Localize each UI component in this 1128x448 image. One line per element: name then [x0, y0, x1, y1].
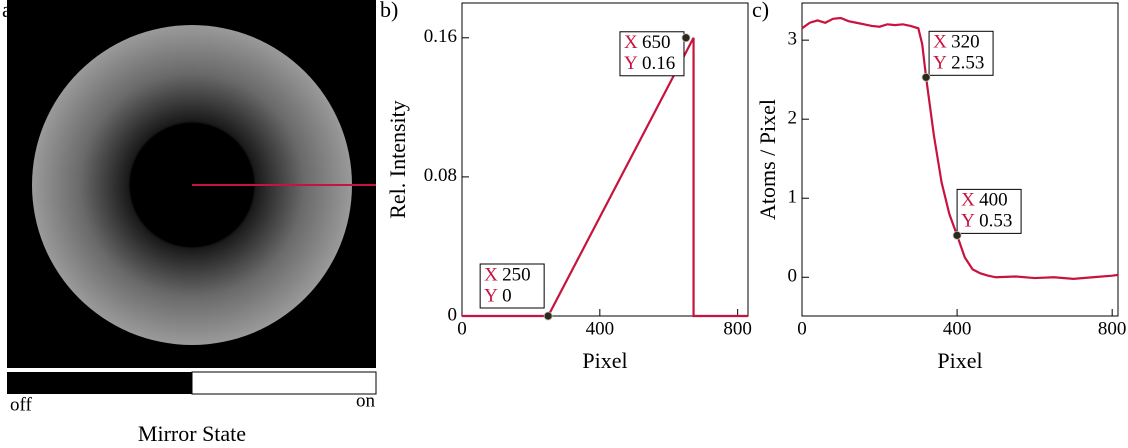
- y-tick-label: 0: [448, 304, 458, 325]
- x-tick-label: 800: [723, 318, 752, 339]
- annotation-marker: [953, 231, 961, 239]
- annotation-y-key: Y: [624, 53, 638, 74]
- panel-label: a): [2, 0, 19, 22]
- panel-label: b): [380, 0, 398, 22]
- x-axis-label: Pixel: [937, 348, 982, 373]
- annotation-x-key: X: [961, 190, 975, 211]
- annotation-x-key: X: [933, 32, 947, 53]
- annotation-y-value: 0.16: [642, 53, 675, 74]
- annotation-marker: [922, 73, 930, 81]
- on-label: on: [356, 390, 376, 411]
- x-tick-label: 400: [943, 318, 972, 339]
- y-tick-label: 2: [788, 108, 798, 129]
- bar-title: Mirror State: [138, 421, 246, 446]
- x-tick-label: 0: [797, 318, 807, 339]
- y-tick-label: 0.16: [424, 26, 457, 47]
- x-axis-label: Pixel: [582, 348, 627, 373]
- annotation-x-value: 400: [979, 190, 1008, 211]
- annotation-y-key: Y: [961, 211, 975, 232]
- annotation-y-key: Y: [933, 53, 947, 74]
- figure: a) off on Mirror State b) Pixel Rel. Inten…: [0, 0, 1128, 448]
- mirror-off-bar: [7, 372, 192, 394]
- y-axis-label: Atoms / Pixel: [755, 99, 780, 220]
- x-tick-label: 0: [457, 318, 467, 339]
- mirror-on-bar: [192, 372, 376, 394]
- off-label: off: [10, 394, 32, 415]
- y-tick-label: 1: [788, 187, 798, 208]
- annotation-y-value: 0: [502, 285, 512, 306]
- annotation-y-value: 2.53: [951, 53, 984, 74]
- y-tick-label: 3: [788, 29, 798, 50]
- annotation-x-value: 650: [642, 32, 671, 53]
- annotation-y-value: 0.53: [979, 211, 1012, 232]
- annotation-x-key: X: [484, 264, 498, 285]
- annotation-x-key: X: [624, 32, 638, 53]
- x-tick-label: 400: [586, 318, 615, 339]
- y-tick-label: 0.08: [424, 165, 457, 186]
- annotation-marker: [682, 34, 690, 42]
- x-tick-label: 800: [1098, 318, 1127, 339]
- annotation-y-key: Y: [484, 285, 498, 306]
- y-tick-label: 0: [788, 266, 798, 287]
- y-axis-label: Rel. Intensity: [385, 100, 410, 219]
- annotation-x-value: 320: [951, 32, 980, 53]
- panel-a: a) off on Mirror State: [2, 0, 376, 446]
- annotation-x-value: 250: [502, 264, 531, 285]
- annotation-marker: [544, 312, 552, 320]
- panel-label: c): [752, 0, 769, 22]
